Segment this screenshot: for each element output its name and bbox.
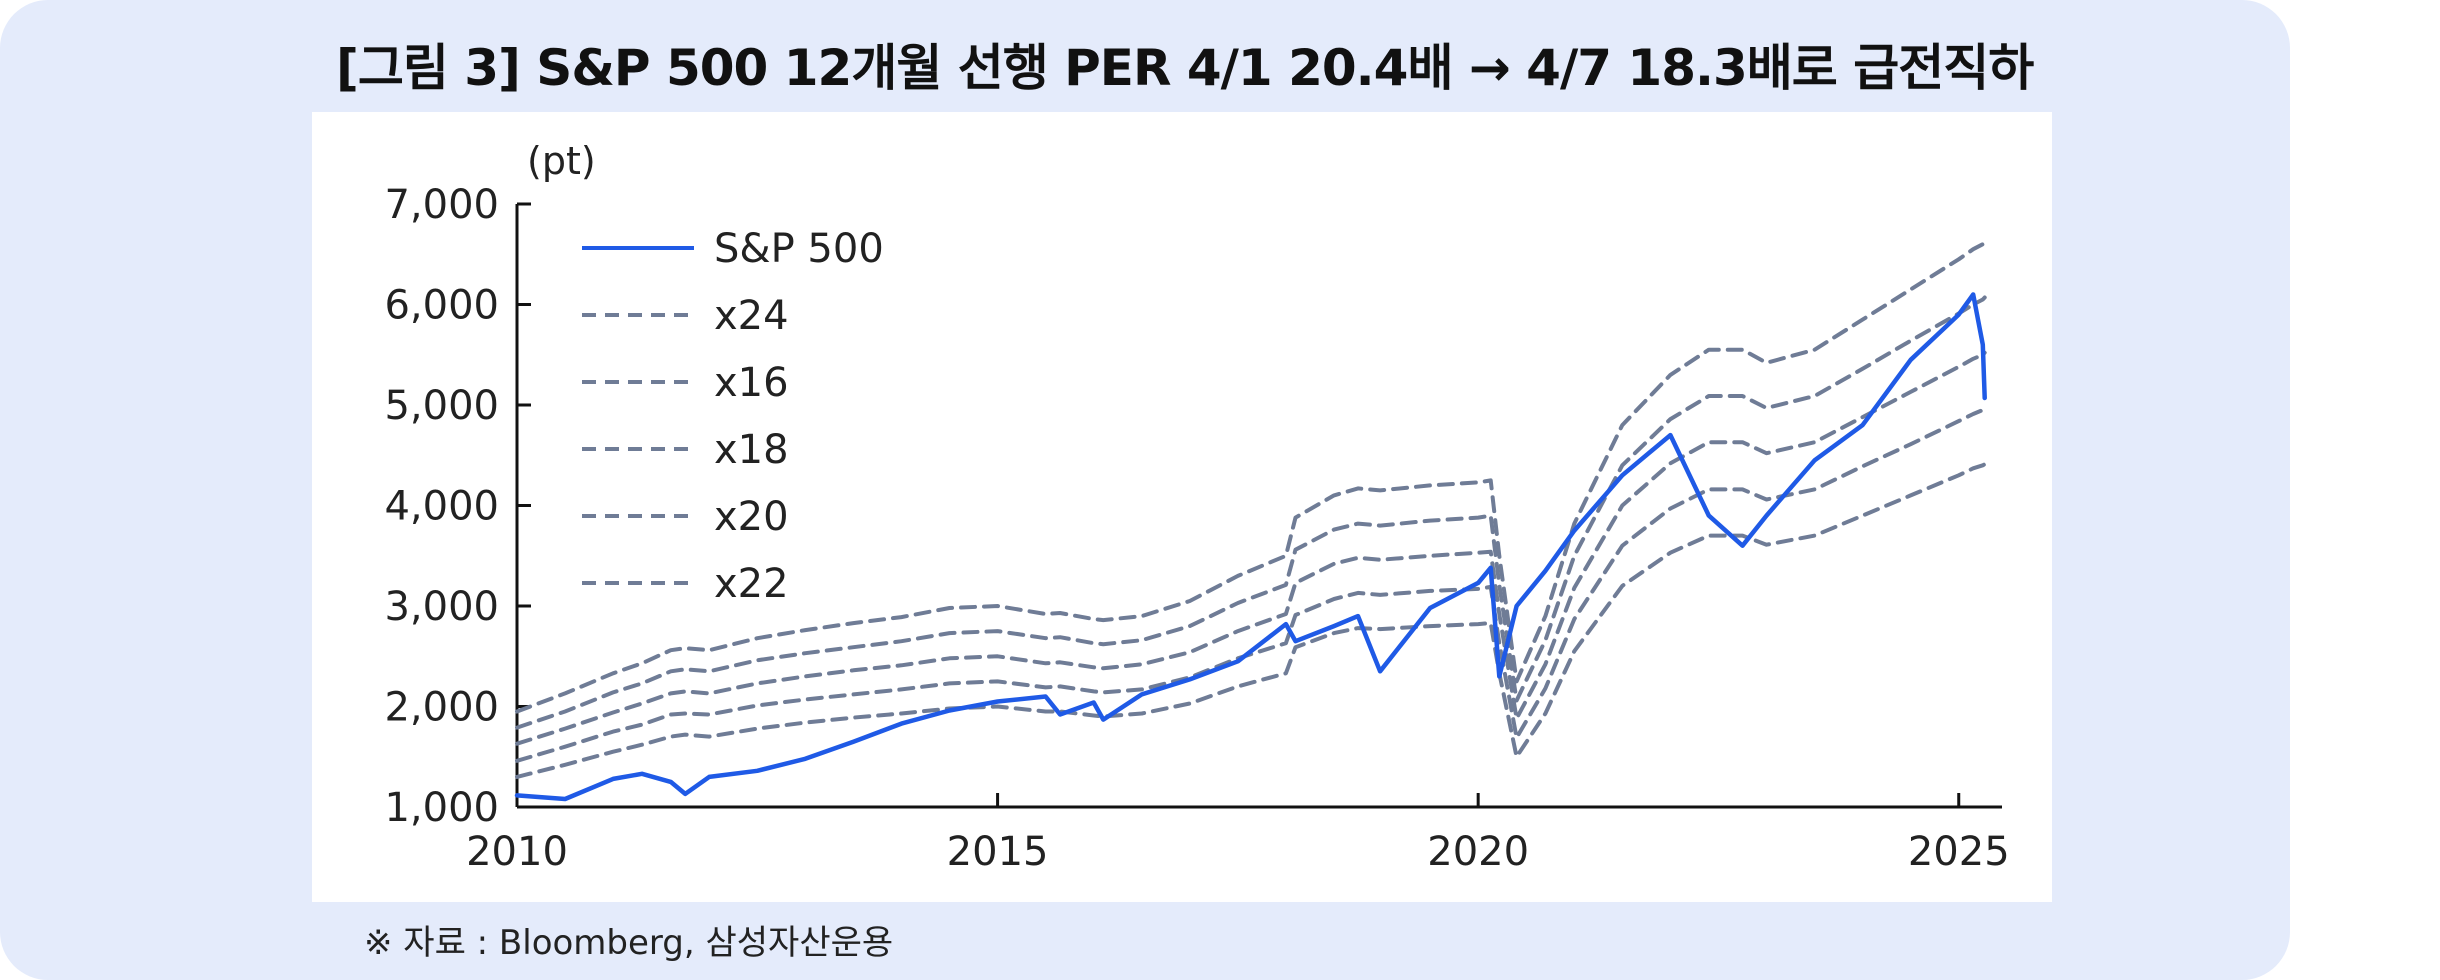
source-note: ※ 자료 : Bloomberg, 삼성자산운용 <box>364 923 894 963</box>
x-tick-label: 2010 <box>466 829 568 875</box>
y-tick-label: 3,000 <box>384 584 499 630</box>
x-tick-label: 2025 <box>1908 829 2010 875</box>
series-line-x22 <box>515 295 1987 730</box>
sp500-line-group <box>514 292 1987 802</box>
x-tick-label: 2015 <box>947 829 1049 875</box>
y-unit-label: (pt) <box>527 139 596 183</box>
series-line-x24 <box>515 240 1987 714</box>
legend-label: x18 <box>714 427 789 473</box>
chart-card: [그림 3] S&P 500 12개월 선행 PER 4/1 20.4배 → 4… <box>0 0 2290 980</box>
legend: S&P 500 x24 x16 x18 x20 x22 <box>582 226 884 607</box>
series-line-x18 <box>515 407 1987 763</box>
axes: 1,000 2,000 3,000 4,000 5,000 6,000 7,000 2010 2… <box>384 139 2009 875</box>
y-tick-label: 6,000 <box>384 283 499 329</box>
x-tick-label: 2020 <box>1427 829 1529 875</box>
y-tick-label: 2,000 <box>384 685 499 731</box>
legend-label: x16 <box>714 360 789 406</box>
chart-title: [그림 3] S&P 500 12개월 선행 PER 4/1 20.4배 → 4… <box>336 39 2034 97</box>
series-line-x20 <box>515 350 1987 746</box>
series-line-x16 <box>515 462 1987 779</box>
series-line-s-p-500 <box>514 292 1987 802</box>
per-band-lines <box>515 240 1987 779</box>
line-chart: 1,000 2,000 3,000 4,000 5,000 6,000 7,000 2010 2… <box>384 139 2009 875</box>
legend-label: S&P 500 <box>714 226 884 272</box>
plot-panel: 1,000 2,000 3,000 4,000 5,000 6,000 7,000 2010 2… <box>312 112 2052 902</box>
legend-label: x22 <box>714 561 789 607</box>
legend-label: x20 <box>714 494 789 540</box>
y-tick-label: 5,000 <box>384 383 499 429</box>
y-tick-label: 1,000 <box>384 785 499 831</box>
y-tick-label: 4,000 <box>384 484 499 530</box>
y-tick-label: 7,000 <box>384 182 499 228</box>
legend-label: x24 <box>714 293 789 339</box>
